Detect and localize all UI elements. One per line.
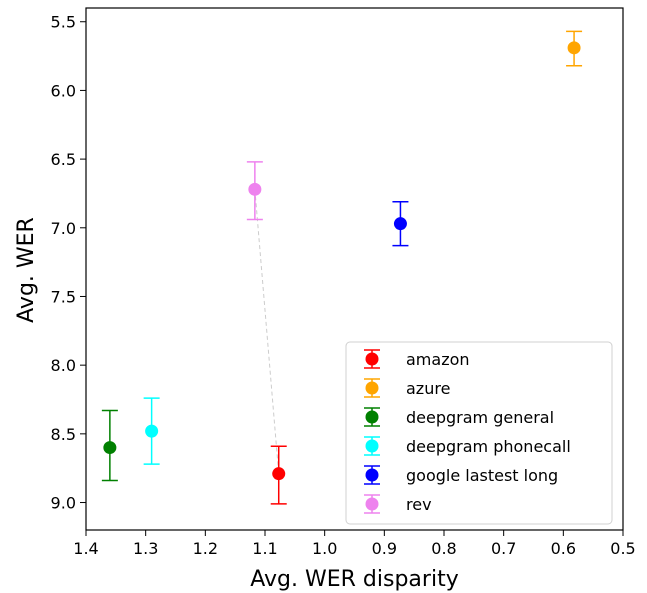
data-point bbox=[145, 424, 159, 438]
y-tick-label: 6.0 bbox=[51, 81, 76, 100]
legend-marker bbox=[365, 410, 379, 424]
y-tick-label: 8.0 bbox=[51, 356, 76, 375]
y-tick-label: 6.5 bbox=[51, 150, 76, 169]
data-point bbox=[248, 182, 262, 196]
series-rev bbox=[246, 161, 263, 221]
x-tick-label: 1.0 bbox=[312, 539, 337, 558]
series-google-lastest-long bbox=[392, 200, 409, 247]
data-point bbox=[567, 41, 581, 55]
legend-marker bbox=[365, 352, 379, 366]
legend-entry: deepgram phonecall bbox=[364, 436, 571, 456]
x-axis-label: Avg. WER disparity bbox=[250, 567, 458, 592]
legend-label: rev bbox=[406, 495, 432, 514]
y-tick-label: 5.5 bbox=[51, 13, 76, 32]
legend-marker bbox=[365, 439, 379, 453]
series-deepgram-general bbox=[101, 409, 118, 482]
data-point bbox=[393, 217, 407, 231]
y-tick-label: 7.5 bbox=[51, 287, 76, 306]
x-tick-label: 0.8 bbox=[431, 539, 456, 558]
x-tick-label: 0.6 bbox=[551, 539, 576, 558]
legend-box bbox=[345, 341, 613, 525]
data-point bbox=[272, 467, 286, 481]
legend-entry: amazon bbox=[364, 349, 470, 369]
x-tick-label: 0.9 bbox=[372, 539, 397, 558]
x-tick-label: 1.4 bbox=[73, 539, 98, 558]
x-tick-label: 1.3 bbox=[133, 539, 158, 558]
legend-label: google lastest long bbox=[406, 466, 558, 485]
series-amazon bbox=[270, 445, 287, 505]
legend-entry: rev bbox=[364, 494, 432, 514]
legend-label: deepgram phonecall bbox=[406, 437, 571, 456]
y-tick-label: 8.5 bbox=[51, 425, 76, 444]
legend-marker bbox=[365, 381, 379, 395]
legend-entry: deepgram general bbox=[364, 407, 554, 427]
series-azure bbox=[566, 30, 583, 67]
legend-marker bbox=[365, 497, 379, 511]
y-tick-label: 7.0 bbox=[51, 219, 76, 238]
plot-frame bbox=[85, 7, 624, 531]
connector-line bbox=[254, 189, 280, 474]
x-tick-label: 0.5 bbox=[610, 539, 635, 558]
data-point bbox=[103, 441, 117, 455]
series-deepgram-phonecall bbox=[143, 397, 160, 465]
y-tick-label: 9.0 bbox=[51, 494, 76, 513]
x-tick-label: 0.7 bbox=[491, 539, 516, 558]
legend-entry: google lastest long bbox=[364, 465, 558, 485]
legend: amazon azure deepgram general deepgram phon… bbox=[345, 341, 613, 525]
legend-label: azure bbox=[406, 379, 450, 398]
legend-entry: azure bbox=[364, 378, 450, 398]
y-axis-label: Avg. WER bbox=[14, 217, 39, 323]
legend-marker bbox=[365, 468, 379, 482]
x-tick-label: 1.1 bbox=[252, 539, 277, 558]
plot-marks bbox=[101, 30, 583, 505]
legend-label: amazon bbox=[406, 350, 470, 369]
legend-label: deepgram general bbox=[406, 408, 554, 427]
x-axis-ticks: 1.4 1.3 1.2 1.1 1.0 0.9 0.8 0.7 0.6 0.5 bbox=[73, 530, 636, 558]
y-axis-ticks: 5.5 6.0 6.5 7.0 7.5 8.0 8.5 9.0 bbox=[51, 13, 86, 513]
x-tick-label: 1.2 bbox=[193, 539, 218, 558]
